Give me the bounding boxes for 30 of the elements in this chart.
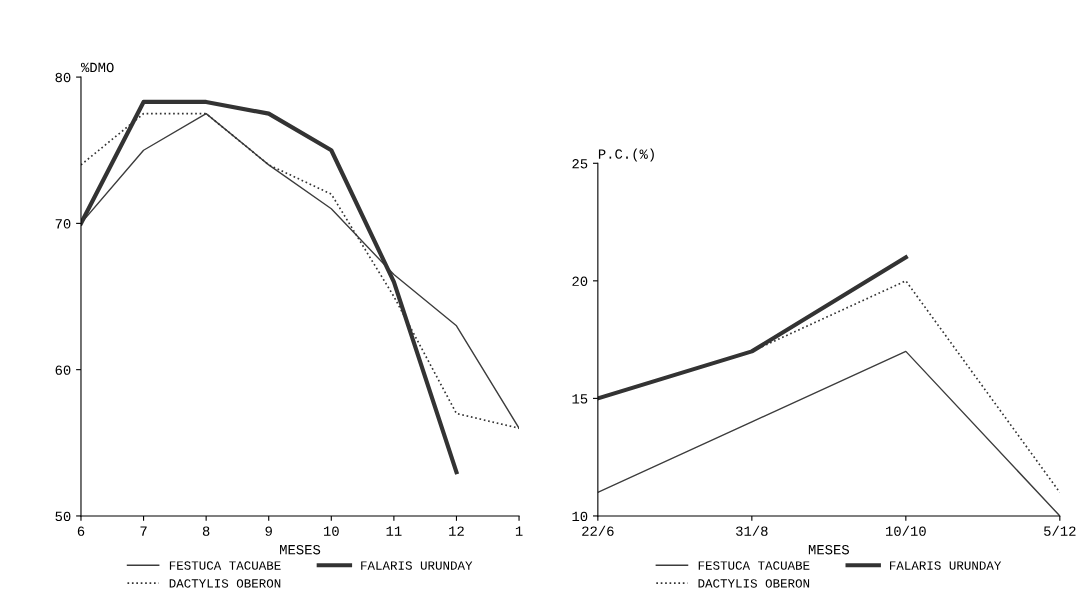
legend-label: FESTUCA TACUABE — [169, 561, 281, 570]
x-tick-label: 31/8 — [736, 525, 768, 536]
x-tick-label: 5/12 — [1044, 525, 1076, 536]
y-axis-title: %DMO — [80, 62, 114, 73]
y-tick-label: 15 — [572, 394, 588, 404]
y-axis-title: P.C.(%) — [598, 148, 654, 162]
x-axis-title: MESES — [280, 544, 321, 555]
legend-label: FESTUCA TACUABE — [698, 561, 810, 570]
x-tick-label: 9 — [265, 526, 272, 536]
x-tick-label: 10 — [323, 526, 339, 536]
legend-label: DACTYLIS OBERON — [698, 579, 810, 588]
y-tick-label: 20 — [572, 276, 588, 287]
x-tick-label: 10/10 — [886, 525, 926, 536]
x-axis-title: MESES — [808, 544, 849, 555]
x-tick-label: 11 — [386, 526, 402, 536]
x-tick-label: 7 — [140, 526, 147, 536]
x-tick-label: 1 — [515, 526, 523, 536]
y-tick-label: 70 — [55, 219, 71, 229]
legend-label: FALARIS URUNDAY — [361, 561, 473, 570]
x-tick-label: 22/6 — [582, 525, 614, 536]
x-tick-label: 6 — [77, 526, 85, 536]
x-tick-label: 12 — [449, 526, 464, 536]
y-tick-label: 80 — [55, 72, 71, 83]
legend-label: DACTYLIS OBERON — [169, 579, 281, 588]
legend-label: FALARIS URUNDAY — [890, 561, 1002, 570]
y-tick-label: 60 — [55, 365, 71, 375]
x-tick-label: 8 — [202, 526, 210, 536]
y-tick-label: 50 — [55, 511, 71, 522]
y-tick-label: 25 — [572, 159, 588, 169]
y-tick-label: 10 — [572, 511, 588, 522]
